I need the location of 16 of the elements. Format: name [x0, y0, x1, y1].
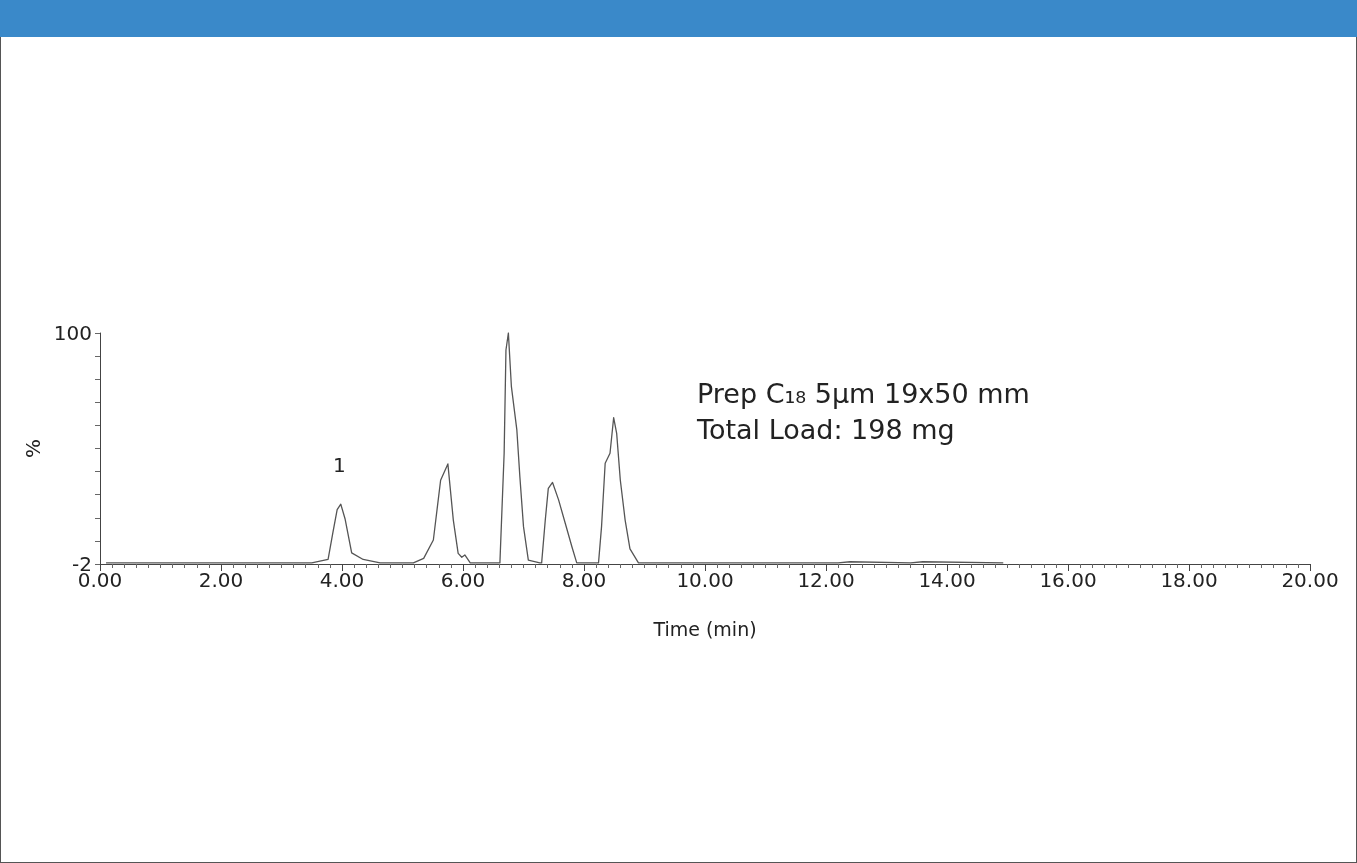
annotation: Total Load: 198 mg — [696, 414, 955, 445]
x-axis-title: Time (min) — [652, 617, 757, 640]
x-tick-label: 2.00 — [198, 568, 244, 592]
y-axis-title: % — [20, 438, 45, 459]
y-tick-label: 100 — [53, 321, 92, 345]
x-tick-label: 20.00 — [1281, 568, 1339, 592]
annotation: Prep C₁₈ 5μm 19x50 mm — [697, 378, 1030, 409]
annotation: 1 — [333, 453, 346, 477]
x-tick-label: 8.00 — [561, 568, 607, 592]
x-tick-label: 4.00 — [319, 568, 365, 592]
x-tick-label: 10.00 — [676, 568, 734, 592]
x-tick-label: 16.00 — [1039, 568, 1097, 592]
x-tick-label: 14.00 — [918, 568, 976, 592]
x-tick-label: 6.00 — [440, 568, 486, 592]
x-tick-label: 12.00 — [797, 568, 855, 592]
x-tick-label: 18.00 — [1160, 568, 1218, 592]
